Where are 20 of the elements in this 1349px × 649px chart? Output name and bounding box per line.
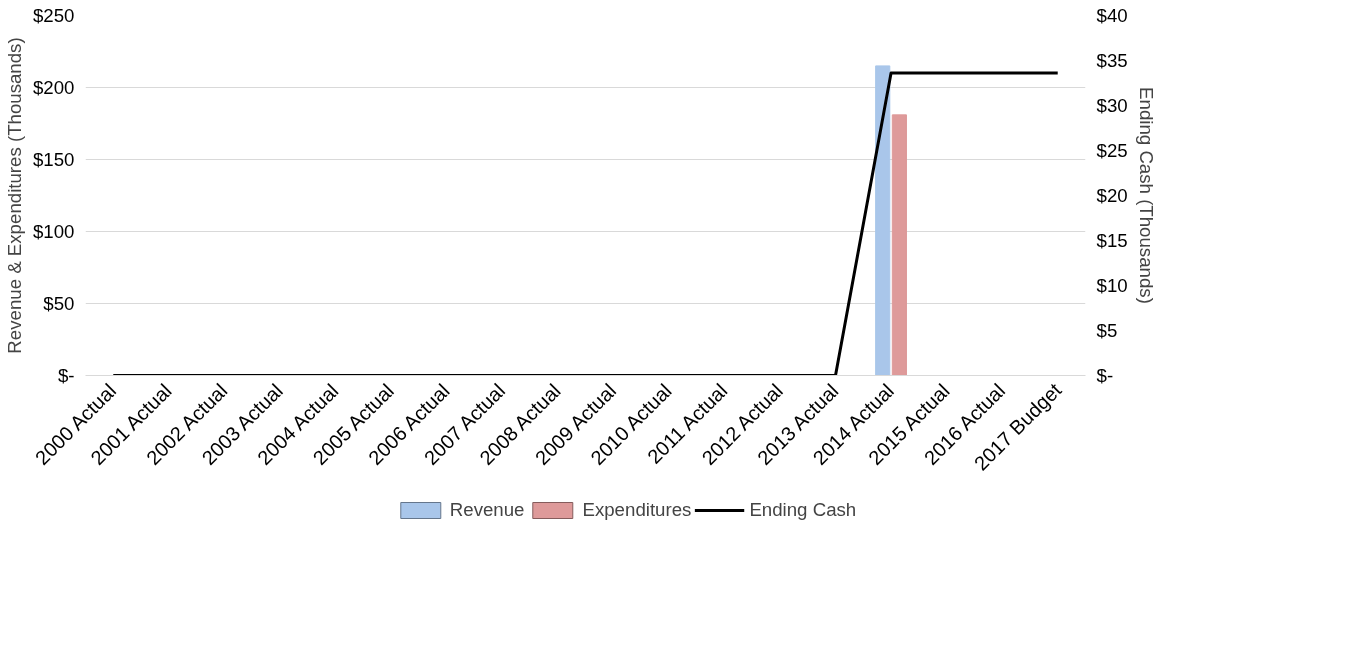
y-tick-label: $50 [43,293,75,314]
y2-tick-label: $30 [1096,95,1128,116]
y-tick-label: $200 [33,77,75,98]
legend-label: Expenditures [582,499,692,521]
y2-tick-label: $35 [1096,50,1128,71]
y2-tick-label: $40 [1096,5,1128,26]
y2-axis-title: Ending Cash (Thousands) [1135,87,1157,304]
y2-tick-label: $25 [1096,140,1128,161]
y-tick-label: $150 [33,149,75,170]
y2-tick-label: $10 [1096,275,1128,296]
legend-label: Revenue [449,499,525,521]
y2-tick-label: $15 [1096,230,1128,251]
y2-tick-label: $5 [1096,320,1118,341]
legend-label: Ending Cash [749,499,857,521]
y-axis-title: Revenue & Expenditures (Thousands) [4,37,25,354]
y-tick-label: $100 [33,221,75,242]
y2-tick-label: $20 [1096,185,1128,206]
y-tick-label: $- [57,365,75,386]
y2-tick-label: $- [1096,365,1114,386]
y-tick-label: $250 [33,5,75,26]
